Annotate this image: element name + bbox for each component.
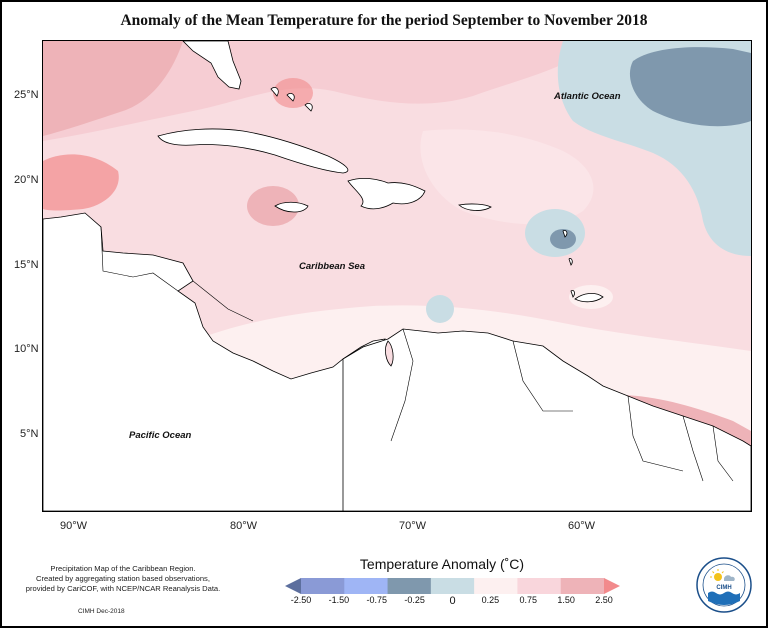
legend-tick-label: -0.25	[404, 595, 425, 605]
lat-label-10n: 10°N	[14, 343, 39, 355]
lon-label-80w: 80°W	[230, 520, 258, 532]
legend-swatch	[430, 578, 475, 594]
legend-swatch	[517, 578, 562, 594]
legend-swatch-min-arrow	[285, 578, 301, 594]
anomaly-field-near-zero-east	[420, 129, 594, 225]
legend-tick-label: 0	[449, 595, 456, 607]
legend-tick-label: -0.75	[366, 595, 387, 605]
land-guadeloupe	[562, 230, 568, 238]
land-hispaniola	[347, 177, 426, 210]
legend-swatch-max-arrow	[604, 578, 620, 594]
lon-label-60w: 60°W	[568, 520, 596, 532]
legend-tick-label: 0.25	[481, 595, 500, 605]
land-bahamas-1	[270, 87, 279, 97]
anomaly-map	[42, 40, 752, 512]
anomaly-map-svg	[43, 41, 751, 511]
cimh-logo-text: CIMH	[716, 585, 731, 591]
lat-label-25n: 25°N	[14, 89, 39, 101]
legend-swatch	[560, 578, 605, 594]
land-south-america	[342, 328, 751, 511]
legend-swatch	[474, 578, 518, 594]
land-cuba	[157, 128, 349, 174]
anomaly-spot-bahamas-warm	[273, 78, 313, 108]
land-bahamas-3	[304, 103, 313, 112]
anomaly-spot-curacao-cool	[426, 295, 454, 323]
anomaly-field-north	[43, 41, 603, 141]
anomaly-spot-jamaica-warm	[247, 186, 299, 226]
land-puerto-rico	[458, 203, 492, 211]
ocean-label-pacific: Pacific Ocean	[129, 430, 192, 441]
lat-label-20n: 20°N	[14, 174, 39, 186]
source-note-line3: provided by CariCOF, with NCEP/NCAR Rean…	[25, 584, 221, 593]
land-florida	[182, 41, 242, 90]
legend-title: Temperature Anomaly (˚C)	[359, 556, 525, 572]
map-title: Anomaly of the Mean Temperature for the …	[120, 12, 648, 29]
source-note-line2: Created by aggregating station based obs…	[36, 574, 210, 583]
cimh-logo: CIMH	[696, 557, 752, 613]
anomaly-field-gulf-warm	[43, 41, 183, 136]
anomaly-spot-yucatan-warm	[43, 154, 119, 211]
land-trinidad	[574, 293, 604, 303]
country-borders	[100, 226, 734, 482]
legend-tick-label: 0.75	[519, 595, 538, 605]
legend-tick-label: 1.50	[557, 595, 575, 605]
land-jamaica	[274, 201, 309, 213]
land-barbados	[570, 290, 575, 298]
lat-label-15n: 15°N	[14, 259, 39, 271]
lon-label-70w: 70°W	[399, 520, 427, 532]
anomaly-spot-antilles-cold	[550, 229, 576, 249]
legend-swatch	[301, 578, 345, 594]
anomaly-field-atlantic-cold	[629, 47, 751, 127]
cimh-logo-icon: CIMH	[696, 557, 752, 613]
legend-swatch	[387, 578, 432, 594]
legend-swatch	[344, 578, 389, 594]
credit-text: CIMH Dec-2018	[78, 608, 125, 615]
source-note-line1: Precipitation Map of the Caribbean Regio…	[50, 564, 196, 573]
legend-colorbar	[285, 578, 620, 594]
legend-tick-label: -1.50	[328, 595, 350, 605]
legend-tick-label: 2.50	[595, 595, 613, 605]
lat-label-5n: 5°N	[20, 428, 39, 440]
land-martinique	[568, 258, 573, 266]
legend-tick-label: -2.50	[290, 595, 312, 605]
ocean-label-caribbean: Caribbean Sea	[299, 261, 365, 272]
ocean-label-atlantic: Atlantic Ocean	[554, 91, 621, 102]
land-bahamas-2	[286, 93, 295, 102]
land-masses	[43, 41, 751, 511]
lon-label-90w: 90°W	[60, 520, 88, 532]
water-lake-maracaibo	[385, 340, 394, 367]
